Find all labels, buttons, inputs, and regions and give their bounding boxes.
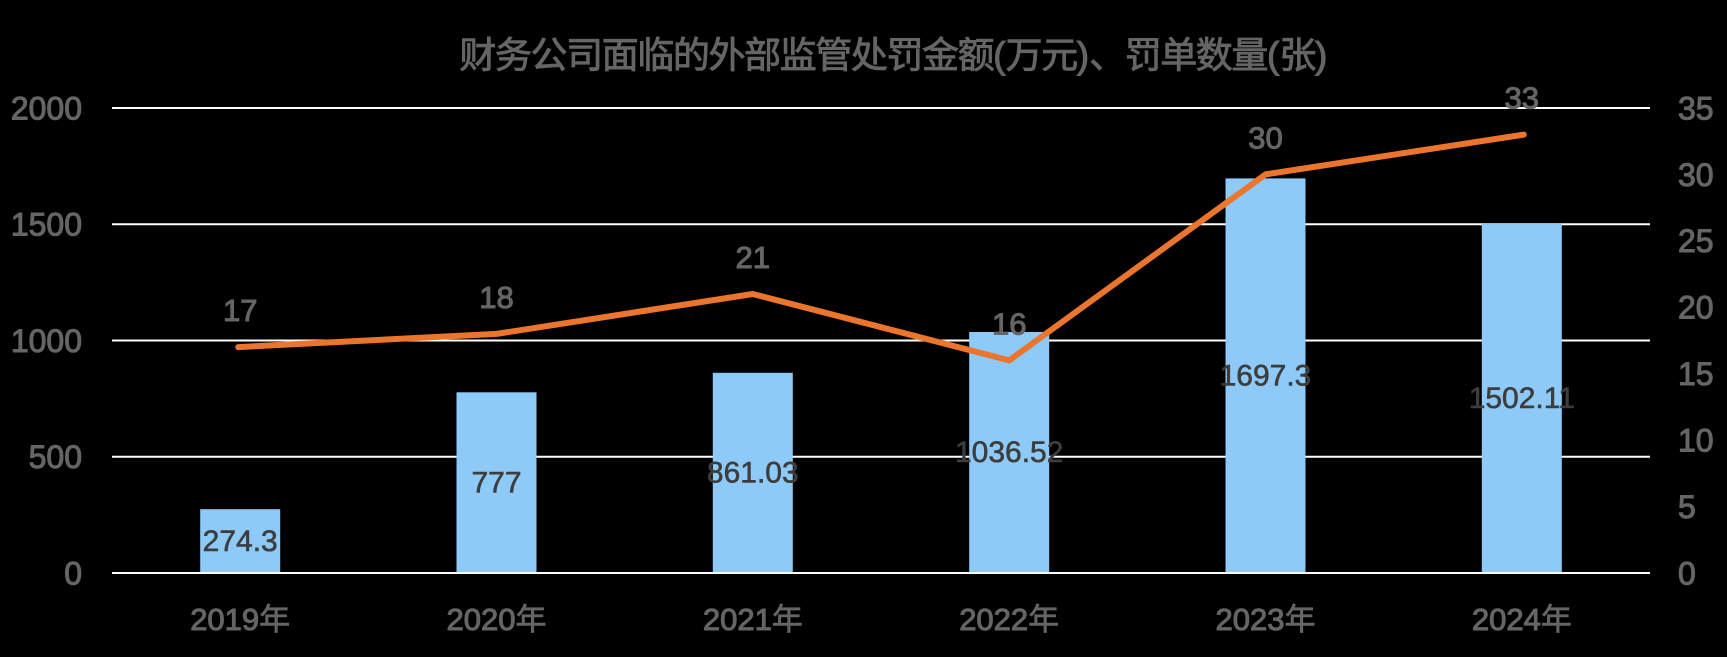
svg-text:2000: 2000 [11,90,82,126]
svg-text:777: 777 [471,466,521,499]
svg-text:16: 16 [992,307,1026,342]
svg-text:0: 0 [1678,555,1696,591]
svg-text:274.3: 274.3 [203,525,278,558]
svg-text:2020: 2020 [447,602,516,637]
svg-text:2023: 2023 [1216,602,1285,637]
svg-text:(: ( [1267,35,1280,76]
svg-text:18: 18 [479,280,513,315]
svg-text:): ) [1077,35,1089,76]
svg-text:1036.52: 1036.52 [955,436,1063,469]
svg-text:1000: 1000 [11,323,82,359]
svg-text:1697.3: 1697.3 [1220,359,1312,392]
svg-text:17: 17 [223,293,257,328]
svg-text:30: 30 [1678,157,1714,193]
svg-text:15: 15 [1678,356,1714,392]
svg-text:20: 20 [1678,290,1714,326]
svg-text:2021: 2021 [703,602,772,637]
svg-text:500: 500 [29,439,82,475]
svg-text:35: 35 [1678,90,1714,126]
svg-text:10: 10 [1678,423,1714,459]
svg-text:(: ( [993,35,1006,76]
svg-text:5: 5 [1678,489,1696,525]
svg-text:25: 25 [1678,223,1714,259]
svg-text:): ) [1315,35,1327,76]
svg-text:1502.11: 1502.11 [1469,382,1575,415]
svg-text:30: 30 [1248,121,1282,156]
svg-text:21: 21 [736,240,770,275]
svg-text:861.03: 861.03 [707,457,799,490]
svg-text:1500: 1500 [11,207,82,243]
svg-text:2022: 2022 [959,602,1028,637]
svg-text:2024: 2024 [1472,602,1541,637]
svg-text:2019: 2019 [190,602,259,637]
svg-text:0: 0 [64,555,82,591]
svg-text:33: 33 [1505,81,1539,116]
